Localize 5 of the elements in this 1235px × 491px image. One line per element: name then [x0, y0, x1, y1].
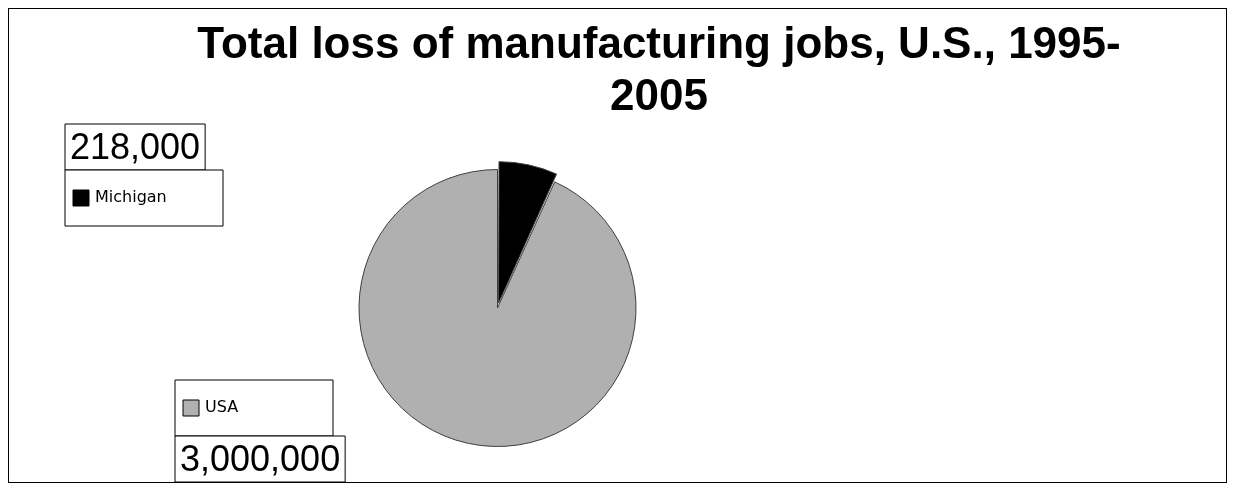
- data-label: 218,000: [70, 125, 201, 167]
- legend-label: Michigan: [95, 187, 167, 207]
- chart-title: Total loss of manufacturing jobs, U.S., 1995-2005: [196, 17, 1122, 121]
- data-label: 3,000,000: [180, 437, 341, 479]
- legend-label: USA: [205, 397, 239, 417]
